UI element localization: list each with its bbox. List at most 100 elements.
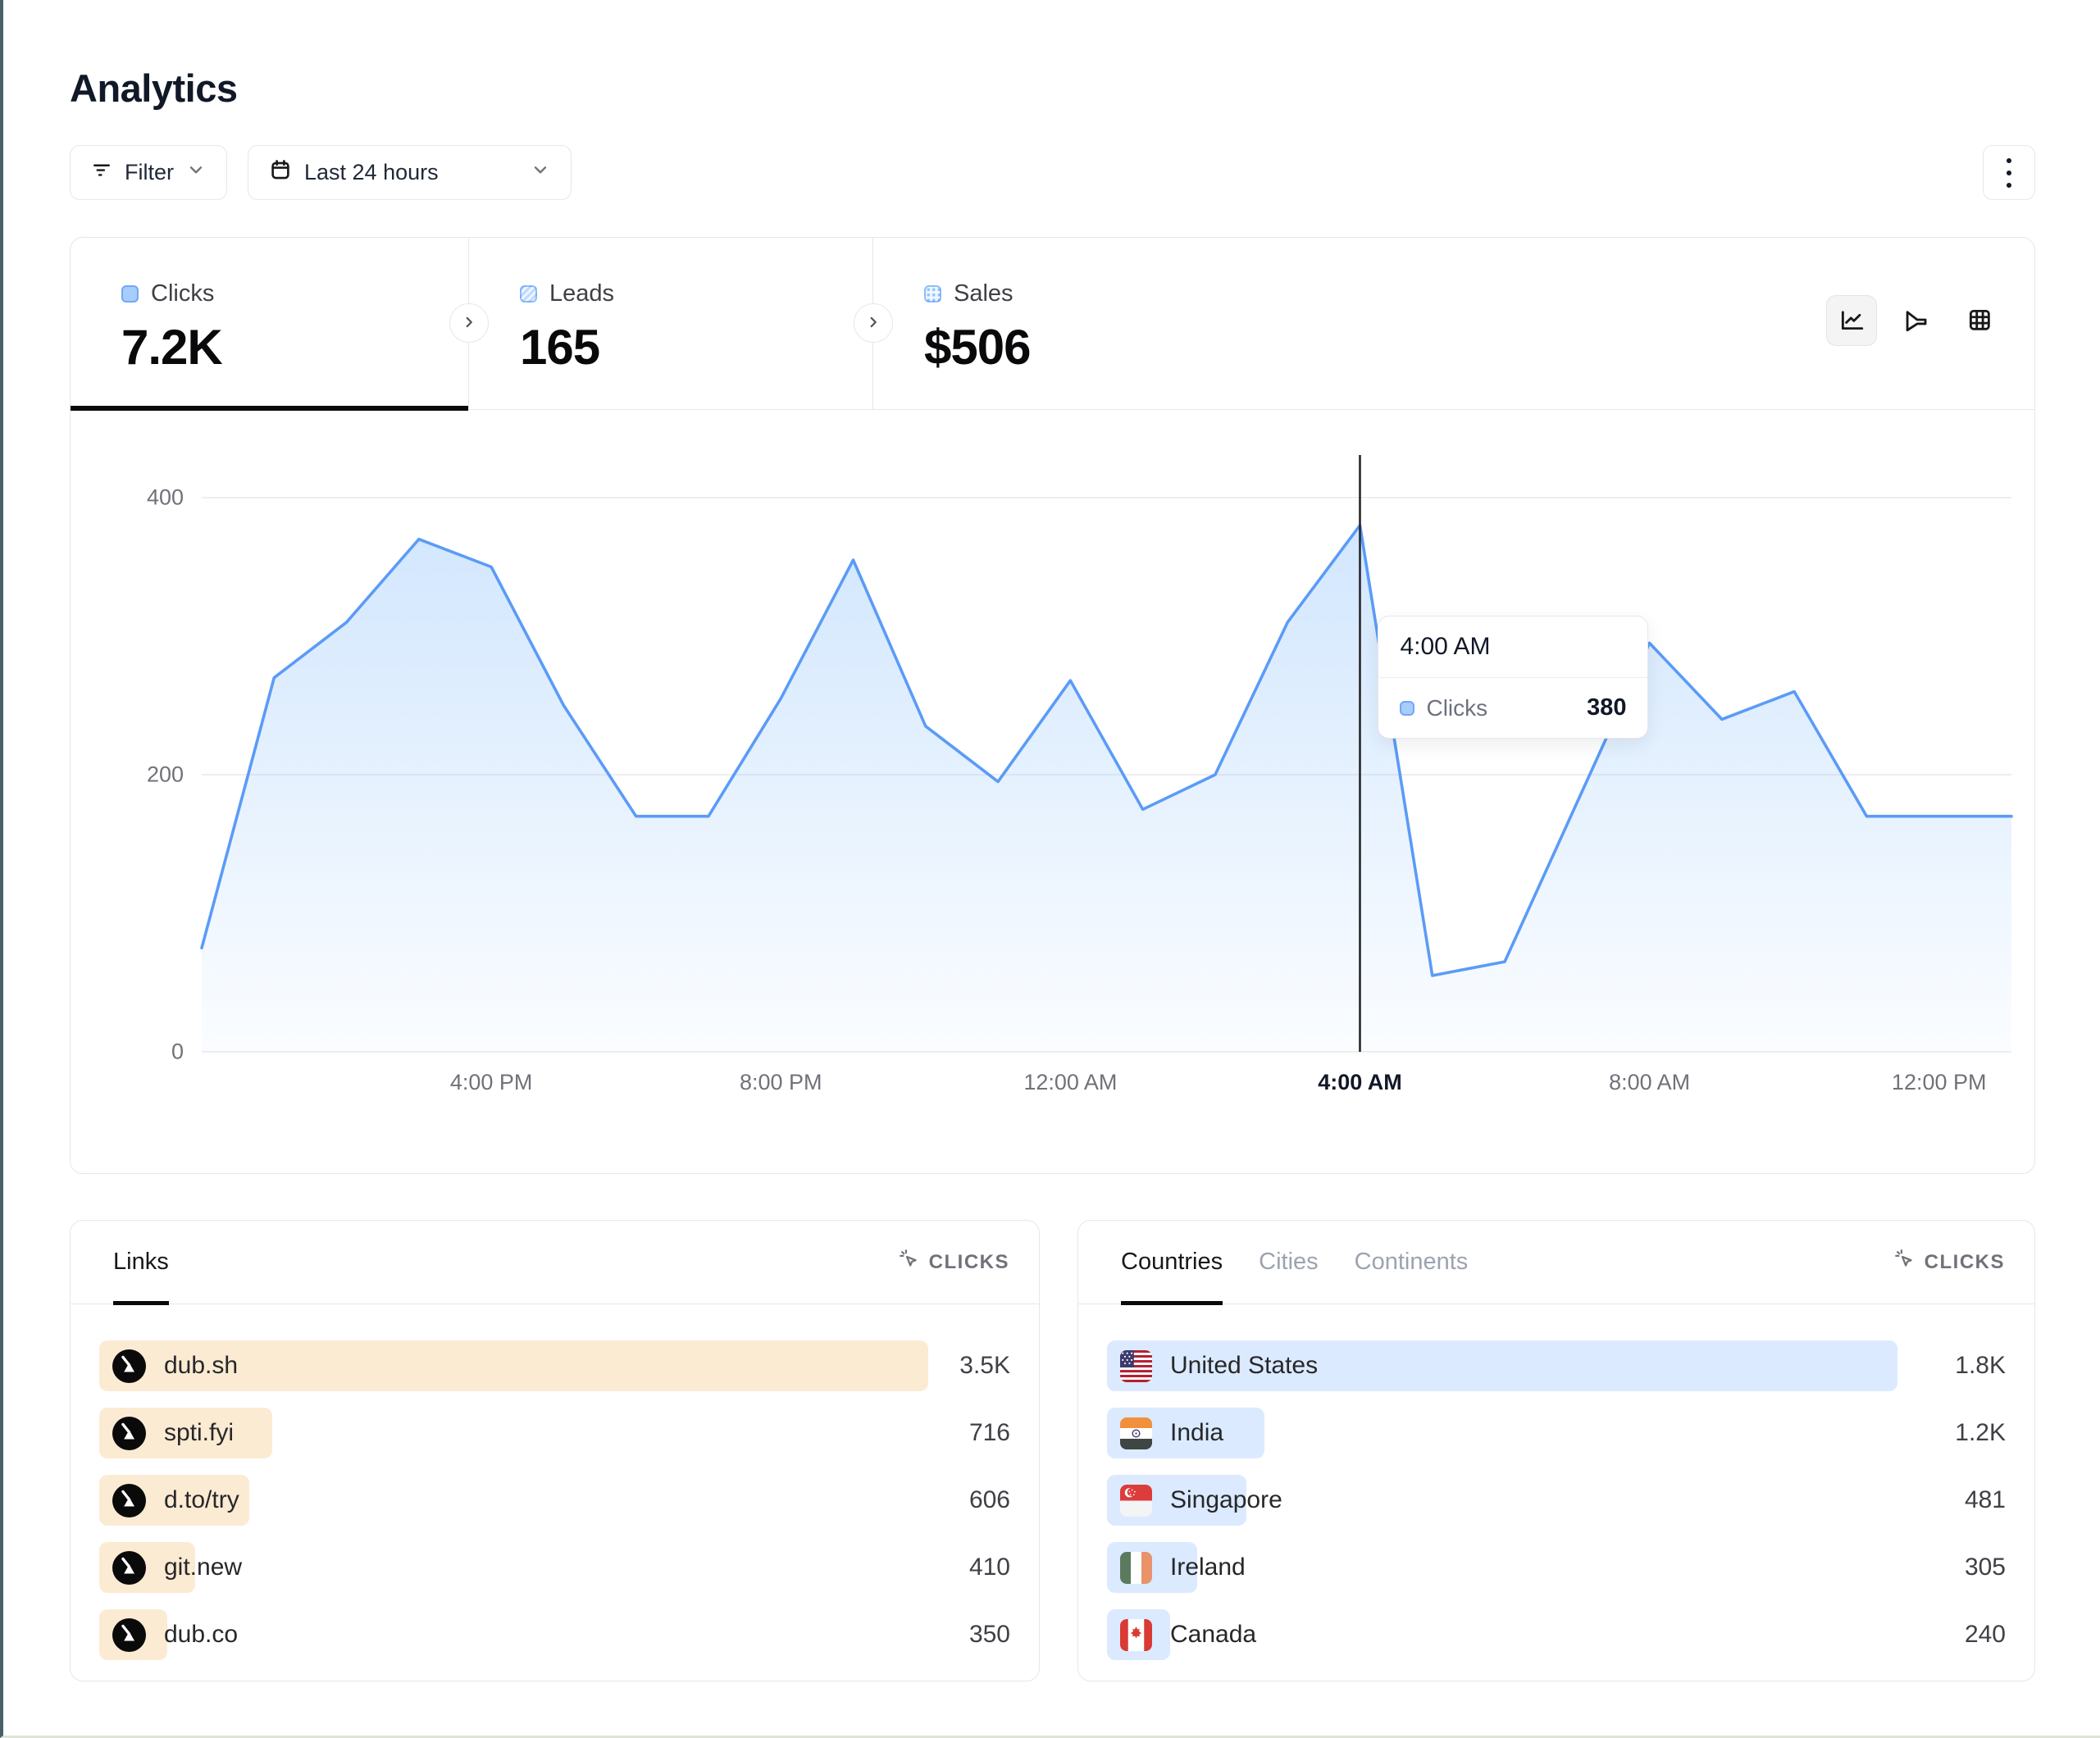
funnel-chart-icon — [1902, 306, 1929, 336]
toolbar: Filter Last 24 hours — [70, 145, 2035, 200]
chart-y-axis: 0 200 400 — [71, 455, 202, 1064]
breakdown-cards: Links CLICKS dub.sh 3.5K spti.fyi 71 — [70, 1220, 2035, 1681]
x-axis-tick-label: 12:00 PM — [1891, 1070, 1987, 1094]
row-label: Singapore — [1170, 1486, 1282, 1513]
sales-tab-label: Sales — [954, 280, 1014, 307]
date-range-label: Last 24 hours — [304, 160, 439, 184]
clicks-time-series-chart[interactable]: 0 200 400 4:00 AM Clicks 380 4:00 PM 8: — [71, 410, 2034, 1173]
links-metric-toggle[interactable]: CLICKS — [898, 1248, 1009, 1276]
kebab-dot — [2007, 182, 2011, 188]
links-card-header: Links CLICKS — [71, 1221, 1039, 1305]
leads-tab-label: Leads — [549, 280, 615, 307]
clicks-value: 7.2K — [121, 320, 223, 375]
countries-metric-toggle[interactable]: CLICKS — [1893, 1248, 2005, 1276]
tab-sales[interactable]: Sales $506 — [872, 238, 2034, 409]
tab-links[interactable]: Links — [113, 1221, 169, 1305]
cursor-rays-icon — [898, 1248, 921, 1276]
expand-leads-button[interactable] — [854, 303, 893, 343]
tab-continents[interactable]: Continents — [1354, 1249, 1469, 1275]
line-chart-view-button[interactable] — [1826, 295, 1877, 346]
tooltip-series-name: Clicks — [1426, 694, 1488, 721]
table-view-button[interactable] — [1954, 295, 2005, 346]
clicks-swatch-icon — [121, 285, 139, 303]
link-row[interactable]: git.new 410 — [99, 1542, 1010, 1593]
link-row[interactable]: dub.co 350 — [99, 1609, 1010, 1660]
dub-logo-icon — [112, 1617, 146, 1652]
in-flag-icon — [1120, 1417, 1152, 1449]
page-title: Analytics — [70, 66, 238, 110]
tab-leads[interactable]: Leads 165 — [468, 238, 872, 409]
us-flag-icon — [1120, 1349, 1152, 1382]
country-row[interactable]: Ireland 305 — [1107, 1542, 2006, 1593]
area-chart-svg — [202, 455, 2011, 1052]
countries-card-header: Countries Cities Continents CLICKS — [1078, 1221, 2034, 1305]
sg-flag-icon — [1120, 1484, 1152, 1517]
links-metric-label: CLICKS — [928, 1250, 1009, 1273]
country-row[interactable]: Canada 240 — [1107, 1609, 2006, 1660]
chevron-down-icon — [530, 159, 551, 186]
row-label: India — [1170, 1419, 1224, 1446]
leads-swatch-icon — [520, 285, 537, 303]
date-range-button[interactable]: Last 24 hours — [248, 145, 572, 200]
link-row[interactable]: dub.sh 3.5K — [99, 1340, 1010, 1391]
row-value: 1.8K — [1955, 1352, 2006, 1379]
x-axis-tick-label: 4:00 AM — [1318, 1070, 1402, 1094]
table-grid-icon — [1966, 306, 1993, 336]
chevron-right-icon — [460, 313, 478, 334]
row-label: Ireland — [1170, 1554, 1246, 1581]
y-axis-tick-label: 0 — [171, 1039, 184, 1064]
x-axis-tick-label: 4:00 PM — [449, 1070, 533, 1094]
row-value: 240 — [1964, 1621, 2006, 1648]
chart-view-toggle — [1826, 295, 2005, 346]
row-value: 1.2K — [1955, 1419, 2006, 1446]
row-label: United States — [1170, 1352, 1319, 1379]
sales-value: $506 — [924, 320, 1031, 375]
link-row[interactable]: d.to/try 606 — [99, 1475, 1010, 1526]
funnel-chart-view-button[interactable] — [1890, 295, 1941, 346]
link-row[interactable]: spti.fyi 716 — [99, 1408, 1010, 1458]
row-value: 305 — [1964, 1554, 2006, 1581]
ca-flag-icon — [1120, 1618, 1152, 1651]
kebab-dot — [2007, 157, 2011, 163]
chart-plot-area[interactable]: 4:00 AM Clicks 380 — [202, 455, 2011, 1052]
tab-countries[interactable]: Countries — [1121, 1221, 1223, 1305]
y-axis-tick-label: 200 — [146, 762, 184, 787]
sales-swatch-icon — [924, 285, 941, 303]
stat-tabs: Clicks 7.2K Leads 165 Sales $506 — [71, 238, 2034, 411]
dub-logo-icon — [112, 1349, 146, 1383]
clicks-line — [202, 525, 2011, 976]
tooltip-series-swatch-icon — [1400, 700, 1415, 716]
line-chart-icon — [1838, 306, 1865, 336]
tab-cities[interactable]: Cities — [1259, 1249, 1319, 1275]
row-bar — [99, 1340, 928, 1391]
row-label: git.new — [164, 1554, 243, 1581]
row-label: dub.co — [164, 1621, 239, 1648]
row-value: 606 — [968, 1486, 1010, 1513]
chart-tooltip: 4:00 AM Clicks 380 — [1378, 616, 1649, 739]
dub-logo-icon — [112, 1550, 146, 1585]
countries-metric-label: CLICKS — [1924, 1250, 2005, 1273]
more-options-button[interactable] — [1983, 145, 2035, 200]
clicks-tab-label: Clicks — [151, 280, 215, 307]
expand-clicks-button[interactable] — [449, 303, 489, 343]
kebab-dot — [2007, 170, 2011, 175]
tooltip-series-value: 380 — [1587, 694, 1627, 721]
row-value: 716 — [968, 1419, 1010, 1446]
analytics-page: Analytics Filter — [3, 0, 2100, 1681]
cursor-rays-icon — [1893, 1248, 1916, 1276]
filter-button[interactable]: Filter — [70, 145, 227, 200]
row-bar — [1107, 1340, 1898, 1391]
countries-list: United States 1.8K India 1.2K Singapore 481… — [1078, 1304, 2034, 1660]
row-value: 350 — [968, 1621, 1010, 1648]
leads-value: 165 — [520, 320, 600, 375]
country-row[interactable]: United States 1.8K — [1107, 1340, 2006, 1391]
x-axis-tick-label: 8:00 AM — [1609, 1070, 1691, 1094]
country-row[interactable]: India 1.2K — [1107, 1408, 2006, 1458]
chart-x-axis: 4:00 PM 8:00 PM 12:00 AM 4:00 AM 8:00 AM 12:0… — [202, 1070, 2011, 1111]
row-value: 481 — [1964, 1486, 2006, 1513]
y-axis-tick-label: 400 — [146, 485, 184, 510]
row-label: spti.fyi — [164, 1419, 235, 1446]
tab-clicks[interactable]: Clicks 7.2K — [71, 238, 468, 411]
countries-card: Countries Cities Continents CLICKS — [1077, 1220, 2035, 1681]
country-row[interactable]: Singapore 481 — [1107, 1475, 2006, 1526]
